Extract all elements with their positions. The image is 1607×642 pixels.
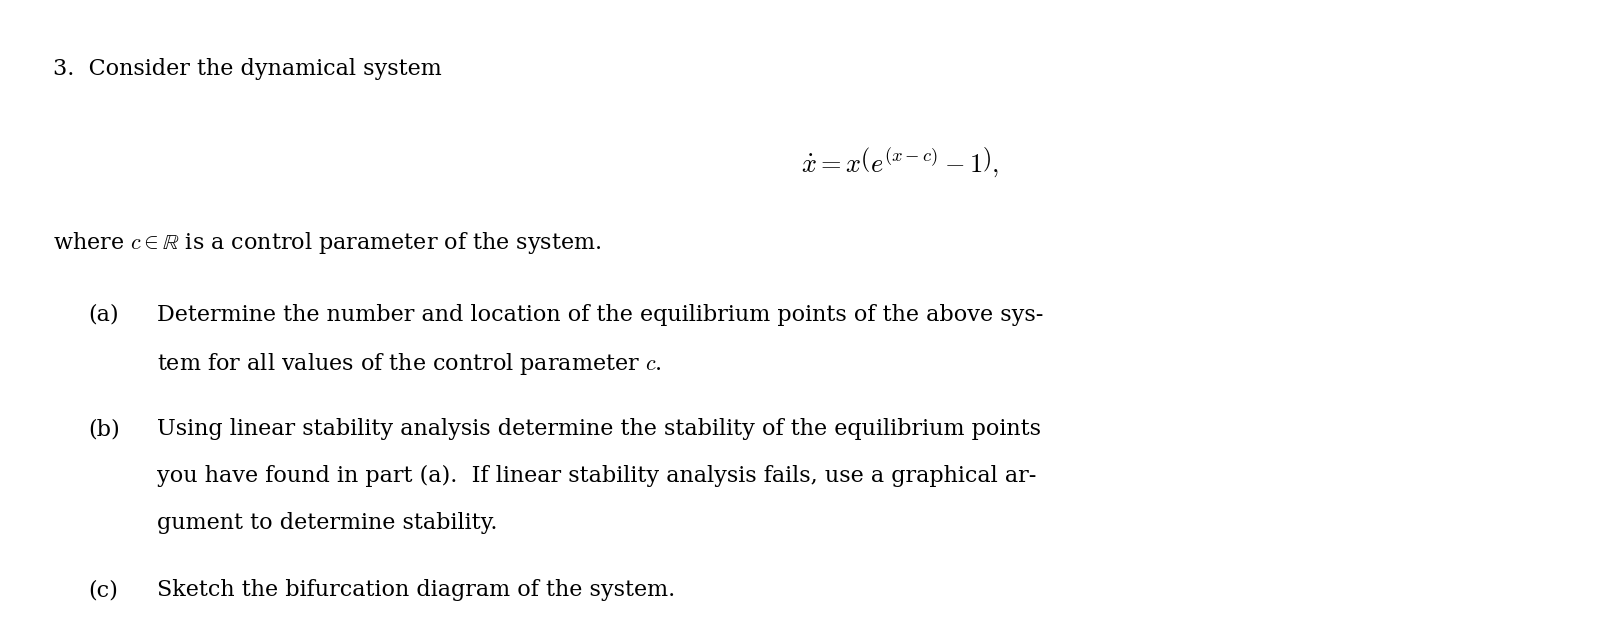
Text: Using linear stability analysis determine the stability of the equilibrium point: Using linear stability analysis determin… [157,418,1041,440]
Text: (c): (c) [88,579,119,602]
Text: Determine the number and location of the equilibrium points of the above sys-: Determine the number and location of the… [157,304,1045,326]
Text: (a): (a) [88,304,119,326]
Text: you have found in part (a).  If linear stability analysis fails, use a graphical: you have found in part (a). If linear st… [157,465,1037,487]
Text: $\dot{x} = x\left(e^{(x-c)} - 1\right),$: $\dot{x} = x\left(e^{(x-c)} - 1\right),$ [800,145,1000,179]
Text: gument to determine stability.: gument to determine stability. [157,512,498,534]
Text: where $c \in \mathbb{R}$ is a control parameter of the system.: where $c \in \mathbb{R}$ is a control pa… [53,230,601,256]
Text: Sketch the bifurcation diagram of the system.: Sketch the bifurcation diagram of the sy… [157,579,675,602]
Text: (b): (b) [88,418,121,440]
Text: 3.  Consider the dynamical system: 3. Consider the dynamical system [53,58,442,80]
Text: tem for all values of the control parameter $c$.: tem for all values of the control parame… [157,351,662,377]
